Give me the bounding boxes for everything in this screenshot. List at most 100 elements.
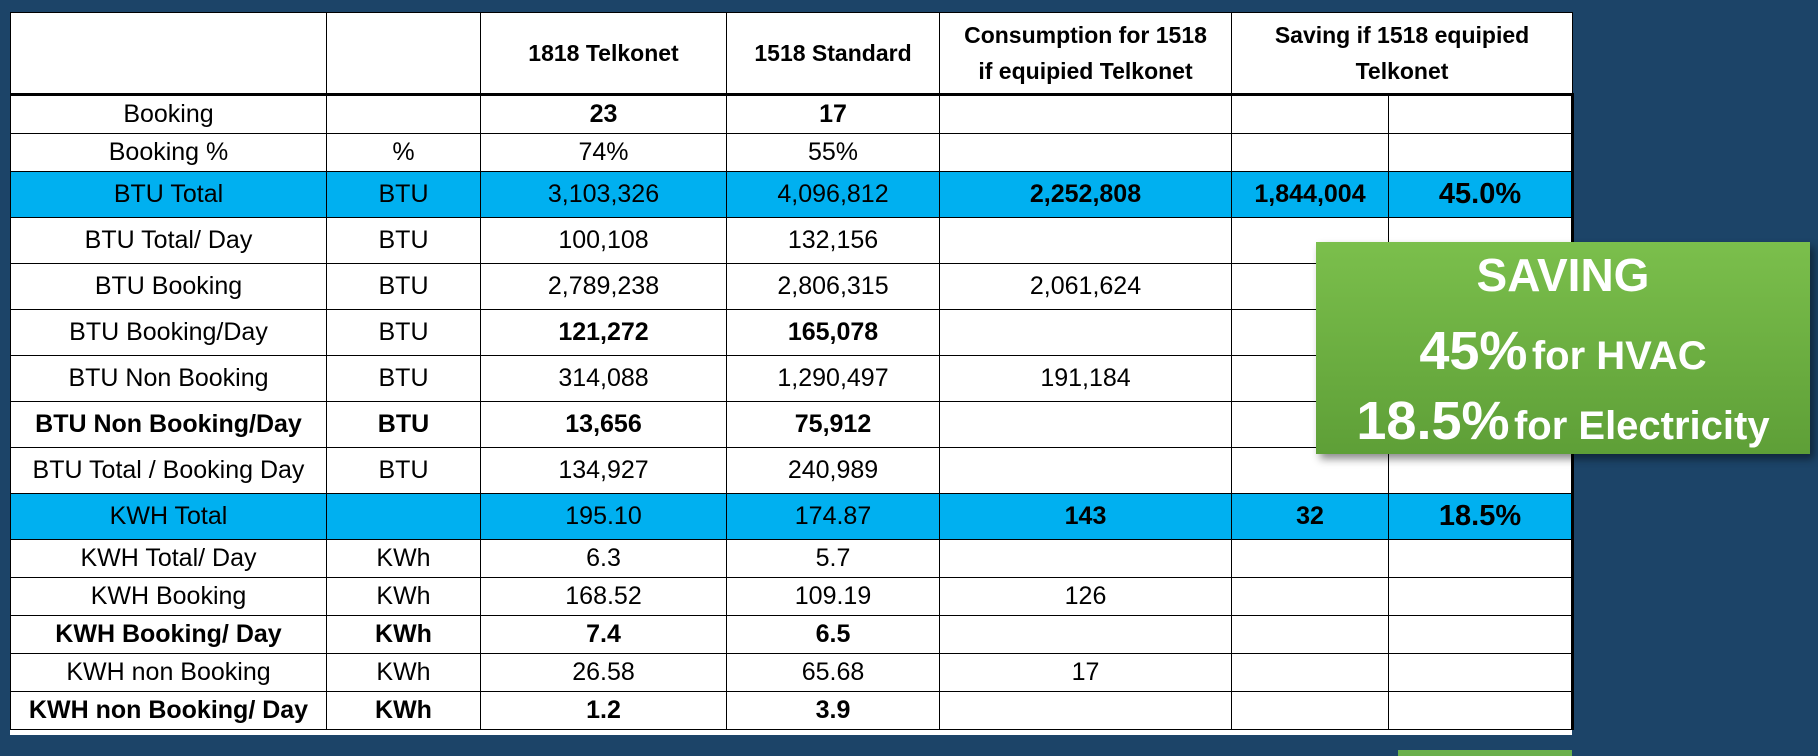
value-consumption: 126 [939,577,1232,616]
row-label: KWH Booking [10,577,327,616]
header-unit [326,12,481,96]
row-label: KWH Booking/ Day [10,615,327,654]
value-consumption [939,539,1232,578]
table-row: Booking %% 74% 55% [10,133,1574,172]
row-label: BTU Non Booking/Day [10,401,327,448]
value-consumption [939,401,1232,448]
value-1518: 174.87 [726,493,940,540]
value-consumption [939,447,1232,494]
value-saving [1231,691,1389,730]
header-1818-telkonet: 1818 Telkonet [480,12,727,96]
row-unit: KWh [326,539,481,578]
value-1818: 26.58 [480,653,727,692]
value-1518: 165,078 [726,309,940,356]
value-1818: 121,272 [480,309,727,356]
table-row: KWH non Booking/ Day KWh 1.2 3.9 [10,691,1574,730]
value-1818: 23 [480,94,727,134]
value-consumption [939,133,1232,172]
badge-hvac-line: 45% for HVAC [1316,320,1810,382]
value-saving-pct [1388,653,1574,692]
value-saving [1231,539,1389,578]
table-row: BTU Total / Booking Day BTU 134,927 240,989 [10,447,1574,494]
row-unit: BTU [326,217,481,264]
header-1518-standard: 1518 Standard [726,12,940,96]
value-consumption: 191,184 [939,355,1232,402]
value-1518: 109.19 [726,577,940,616]
value-1518: 1,290,497 [726,355,940,402]
value-saving [1231,577,1389,616]
value-consumption: 143 [939,493,1232,540]
value-consumption [939,94,1232,134]
value-saving-pct [1388,539,1574,578]
row-label: BTU Booking [10,263,327,310]
table-row: KWH Booking/ Day KWh 7.4 6.5 [10,615,1574,654]
header-consumption: Consumption for 1518 if equipied Telkone… [939,12,1232,96]
value-saving [1231,447,1389,494]
value-saving-pct [1388,577,1574,616]
value-saving [1231,133,1389,172]
value-1518: 6.5 [726,615,940,654]
table-row: BTU Total BTU 3,103,326 4,096,812 2,252,808 1… [10,171,1574,218]
value-saving [1231,653,1389,692]
row-unit: BTU [326,171,481,218]
row-unit: BTU [326,401,481,448]
header-consumption-text: Consumption for 1518 if equipied Telkone… [964,22,1207,84]
table-row: KWH Total 195.10 174.87 143 32 18.5% [10,493,1574,540]
value-saving-pct [1388,447,1574,494]
header-saving-text: Saving if 1518 equipied Telkonet [1274,22,1530,84]
row-label: KWH non Booking/ Day [10,691,327,730]
table-row: Booking 23 17 [10,94,1574,134]
badge-elec-label: for Electricity [1513,404,1770,448]
row-unit [326,94,481,134]
value-consumption: 17 [939,653,1232,692]
row-unit: KWh [326,691,481,730]
value-consumption: 2,252,808 [939,171,1232,218]
value-1518: 2,806,315 [726,263,940,310]
value-saving-pct [1388,615,1574,654]
header-label [10,12,327,96]
table-row: KWH Total/ Day KWh 6.3 5.7 [10,539,1574,578]
value-1518: 65.68 [726,653,940,692]
value-saving-pct [1388,691,1574,730]
value-1818: 2,789,238 [480,263,727,310]
row-unit: KWh [326,653,481,692]
row-label: Booking [10,94,327,134]
row-label: BTU Total / Booking Day [10,447,327,494]
value-saving [1231,615,1389,654]
value-1818: 3,103,326 [480,171,727,218]
value-consumption [939,691,1232,730]
row-unit: BTU [326,263,481,310]
saving-badge: SAVING 45% for HVAC 18.5% for Electricit… [1316,242,1810,454]
badge-electricity-line: 18.5% for Electricity [1316,390,1810,452]
value-1818: 195.10 [480,493,727,540]
row-unit: KWh [326,577,481,616]
value-saving-pct [1388,133,1574,172]
value-1518: 4,096,812 [726,171,940,218]
table-row: BTU Booking/Day BTU 121,272 165,078 [10,309,1574,356]
row-unit [326,493,481,540]
row-label: KWH Total/ Day [10,539,327,578]
row-label: BTU Non Booking [10,355,327,402]
value-consumption: 2,061,624 [939,263,1232,310]
table-row: BTU Booking BTU 2,789,238 2,806,315 2,061,62… [10,263,1574,310]
value-1518: 132,156 [726,217,940,264]
green-accent [1398,750,1572,756]
row-unit: KWh [326,615,481,654]
value-1518: 55% [726,133,940,172]
value-1818: 13,656 [480,401,727,448]
row-unit: % [326,133,481,172]
value-1818: 74% [480,133,727,172]
row-label: BTU Total [10,171,327,218]
value-consumption [939,217,1232,264]
row-label: KWH non Booking [10,653,327,692]
header-row: 1818 Telkonet 1518 Standard Consumption … [10,12,1573,96]
value-1818: 314,088 [480,355,727,402]
table-row: KWH non Booking KWh 26.58 65.68 17 [10,653,1574,692]
value-1518: 240,989 [726,447,940,494]
value-1518: 75,912 [726,401,940,448]
table-row: KWH Booking KWh 168.52 109.19 126 [10,577,1574,616]
badge-hvac-label: for HVAC [1531,334,1707,378]
header-saving: Saving if 1518 equipied Telkonet [1231,12,1573,96]
row-unit: BTU [326,309,481,356]
value-1818: 6.3 [480,539,727,578]
